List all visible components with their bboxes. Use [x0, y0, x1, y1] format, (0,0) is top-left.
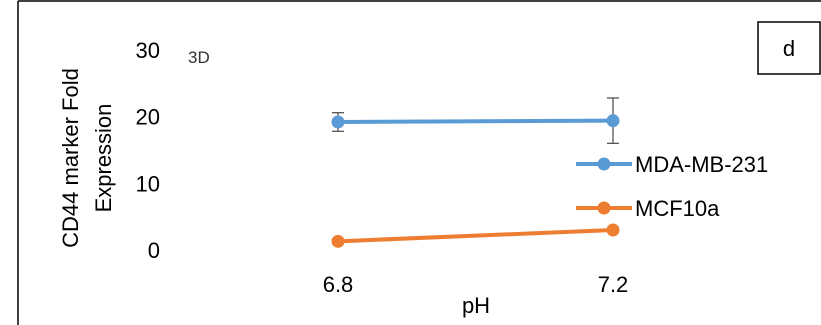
- legend-item: MDA-MB-231: [576, 152, 768, 177]
- data-point: [606, 114, 620, 128]
- y-tick-label: 20: [136, 105, 160, 130]
- data-point: [606, 223, 620, 237]
- x-axis-title: pH: [462, 293, 490, 318]
- data-point: [331, 115, 345, 129]
- legend-label: MDA-MB-231: [635, 152, 768, 177]
- data-point: [331, 234, 345, 248]
- y-tick-label: 0: [148, 238, 160, 263]
- x-axis-ticks: 6.8 7.2: [323, 272, 629, 297]
- x-tick-label: 7.2: [598, 272, 629, 297]
- legend: MDA-MB-231 MCF10a: [576, 152, 768, 221]
- series-layer: [331, 97, 620, 248]
- y-axis-ticks: 0 10 20 30: [136, 38, 160, 263]
- chart-annotation: 3D: [188, 48, 210, 67]
- legend-swatch-marker: [597, 201, 611, 215]
- y-axis-title: CD44 marker Fold Expression: [58, 68, 116, 248]
- y-tick-label: 30: [136, 38, 160, 63]
- panel-label: d: [783, 36, 795, 61]
- legend-item: MCF10a: [576, 196, 720, 221]
- x-tick-label: 6.8: [323, 272, 354, 297]
- series-line: [337, 228, 614, 244]
- panel-label-box: [757, 21, 821, 75]
- legend-label: MCF10a: [635, 196, 720, 221]
- y-axis-title-line-2: Expression: [91, 104, 116, 213]
- legend-swatch-marker: [597, 157, 611, 171]
- y-axis-title-line-1: CD44 marker Fold: [58, 68, 83, 248]
- y-tick-label: 10: [136, 171, 160, 196]
- series-line: [337, 118, 614, 124]
